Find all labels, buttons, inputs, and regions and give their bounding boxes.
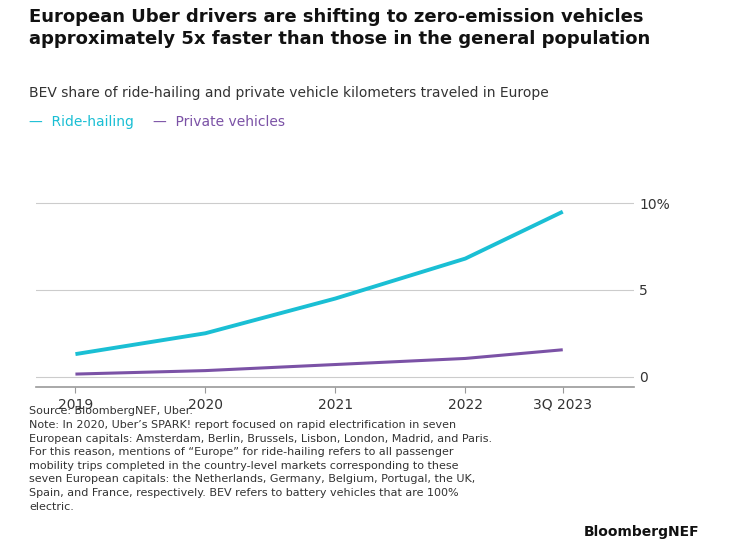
Text: —  Private vehicles: — Private vehicles <box>153 115 285 129</box>
Text: —  Ride-hailing: — Ride-hailing <box>29 115 134 129</box>
Text: Source: BloombergNEF, Uber.
Note: In 2020, Uber’s SPARK! report focused on rapid: Source: BloombergNEF, Uber. Note: In 202… <box>29 406 492 512</box>
Text: European Uber drivers are shifting to zero-emission vehicles
approximately 5x fa: European Uber drivers are shifting to ze… <box>29 8 650 48</box>
Text: BEV share of ride-hailing and private vehicle kilometers traveled in Europe: BEV share of ride-hailing and private ve… <box>29 86 549 100</box>
Text: BloombergNEF: BloombergNEF <box>584 525 700 539</box>
